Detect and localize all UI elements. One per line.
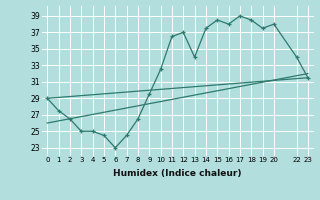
X-axis label: Humidex (Indice chaleur): Humidex (Indice chaleur) <box>113 169 242 178</box>
